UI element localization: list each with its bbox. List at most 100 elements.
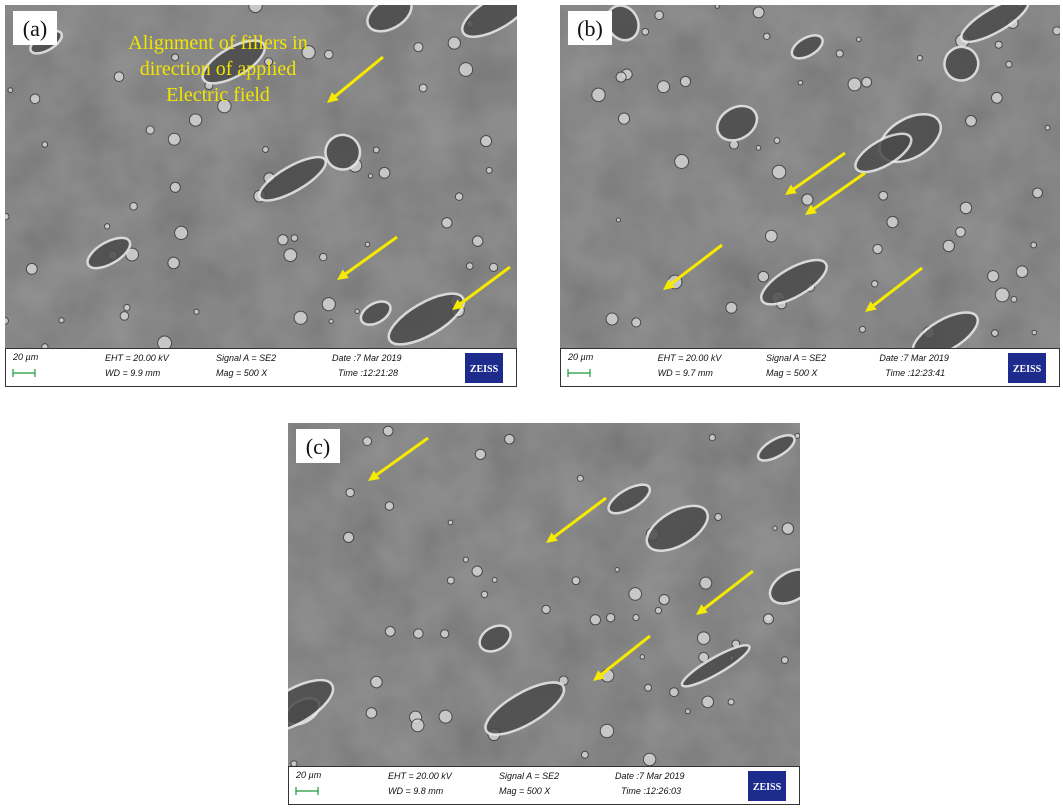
particle [175,226,188,239]
particle [590,615,600,625]
particle [670,688,679,697]
particle [615,567,619,571]
particle [1053,27,1060,35]
particle [463,557,468,562]
particle [263,147,269,153]
particle [322,298,335,311]
particle [42,142,48,148]
mag: Mag = 500 X [499,786,551,796]
particle [956,227,966,237]
particle [782,523,793,534]
particle [414,43,423,52]
wd: WD = 9.8 mm [388,786,444,796]
logo: ZEISS [1013,364,1042,375]
particle [715,514,722,521]
particle [1011,296,1017,302]
particle [455,193,463,201]
particle [680,76,690,86]
particle [472,236,482,246]
particle [645,684,652,691]
particle [419,84,427,92]
particle [486,167,492,173]
particle [772,165,786,179]
particle [5,317,8,324]
particle [368,174,372,178]
particle [675,155,689,169]
particle [1045,125,1050,130]
date: Date :7 Mar 2019 [879,353,949,363]
particle [146,126,154,134]
particle [363,437,372,446]
logo: ZEISS [753,782,782,793]
mag: Mag = 500 X [766,368,818,378]
particle [291,235,298,242]
date: Date :7 Mar 2019 [615,771,685,781]
particle [355,309,359,313]
particle [764,33,770,39]
particle [168,257,180,269]
time: Time :12:23:41 [885,368,945,378]
particle [632,318,641,327]
particle [291,761,297,767]
particle [492,577,497,582]
particle [633,614,639,620]
eht: EHT = 20.00 kV [105,353,170,363]
particle [960,202,972,214]
particle [879,191,888,200]
sem-panel: (a)Alignment of fillers indirection of a… [5,5,517,387]
particle [158,336,172,350]
particle [629,588,642,601]
particle [320,253,327,260]
particle [1032,330,1037,335]
particle [481,136,492,147]
particle [343,532,353,542]
particle [168,133,180,145]
particle [655,607,661,613]
particle [414,629,424,639]
scale-label: 20 µm [295,770,322,780]
particle [441,630,449,638]
particle [702,696,714,708]
panel-label: (c) [306,434,330,459]
particle [481,591,487,597]
particle [472,566,482,576]
particle [572,577,580,585]
particle [385,502,393,510]
particle [643,753,655,765]
particle [505,434,515,444]
particle [991,330,998,337]
wd: WD = 9.9 mm [105,368,161,378]
particle [371,676,383,688]
logo: ZEISS [470,364,499,375]
annotation: Electric field [166,84,270,106]
particle [411,719,424,732]
particle [466,263,473,270]
particle [194,309,199,314]
particle [373,147,379,153]
panel-label: (a) [23,16,47,41]
annotation: direction of applied [140,58,297,80]
particle [542,605,550,613]
particle [917,55,922,60]
particle [447,577,454,584]
particle [592,88,605,101]
particle [385,627,395,637]
particle [284,249,297,262]
particle [836,50,843,57]
particle [278,235,288,245]
particle [365,242,370,247]
particle [860,326,866,332]
particle [862,77,872,87]
particle [774,138,780,144]
particle [114,72,124,82]
particle [943,240,954,251]
particle [324,50,333,59]
particle [59,318,64,323]
particle [124,304,130,310]
particle [448,37,460,49]
eht: EHT = 20.00 kV [658,353,723,363]
particle [995,41,1002,48]
particle [966,116,977,127]
particle [728,699,734,705]
particle [606,613,614,621]
